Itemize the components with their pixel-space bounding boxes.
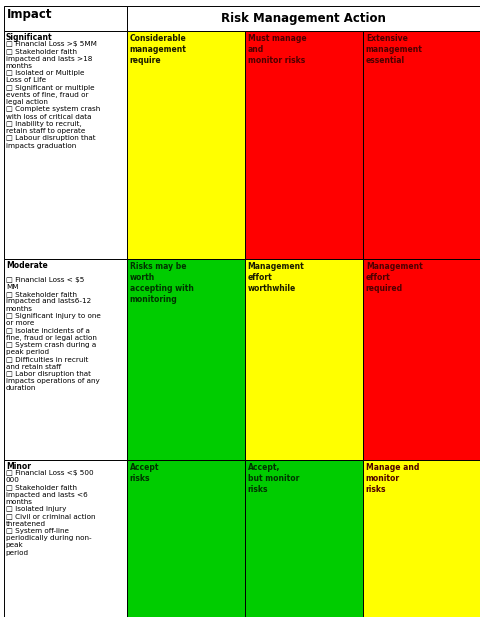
Text: Management
effort
required: Management effort required [365,262,422,293]
Bar [362,31,480,259]
Bar [126,259,244,460]
Text: Manage and
monitor
risks: Manage and monitor risks [365,463,419,494]
Bar [126,460,244,617]
Text: Moderate: Moderate [6,261,48,270]
Text: □ Financial Loss < $5
MM
□ Stakeholder faith
impacted and lasts6-12
months
□ Sig: □ Financial Loss < $5 MM □ Stakeholder f… [6,270,100,391]
Bar [244,31,362,259]
Bar [244,259,362,460]
Bar [244,460,362,617]
Text: Extensive
management
essential: Extensive management essential [365,34,422,65]
Bar [4,460,126,617]
Bar [4,6,126,31]
Text: Must manage
and
monitor risks: Must manage and monitor risks [247,34,306,65]
Text: Management
effort
worthwhile: Management effort worthwhile [247,262,304,293]
Text: □ Financial Loss >$ 5MM
□ Stakeholder faith
impacted and lasts >18
months
□ Isol: □ Financial Loss >$ 5MM □ Stakeholder fa… [6,41,100,149]
Bar [126,6,480,31]
Text: Minor: Minor [6,462,31,471]
Text: Risks may be
worth
accepting with
monitoring: Risks may be worth accepting with monito… [129,262,193,304]
Bar [4,31,126,259]
Text: □ Financial Loss <$ 500
000
□ Stakeholder faith
impacted and lasts <6
months
□ I: □ Financial Loss <$ 500 000 □ Stakeholde… [6,470,95,556]
Text: Accept
risks: Accept risks [129,463,159,482]
Text: Considerable
management
require: Considerable management require [129,34,186,65]
Text: Impact: Impact [7,8,52,21]
Bar [4,259,126,460]
Bar [362,460,480,617]
Text: Significant: Significant [6,33,52,42]
Text: Accept,
but monitor
risks: Accept, but monitor risks [247,463,299,494]
Bar [126,31,244,259]
Bar [362,259,480,460]
Text: Risk Management Action: Risk Management Action [221,12,385,25]
